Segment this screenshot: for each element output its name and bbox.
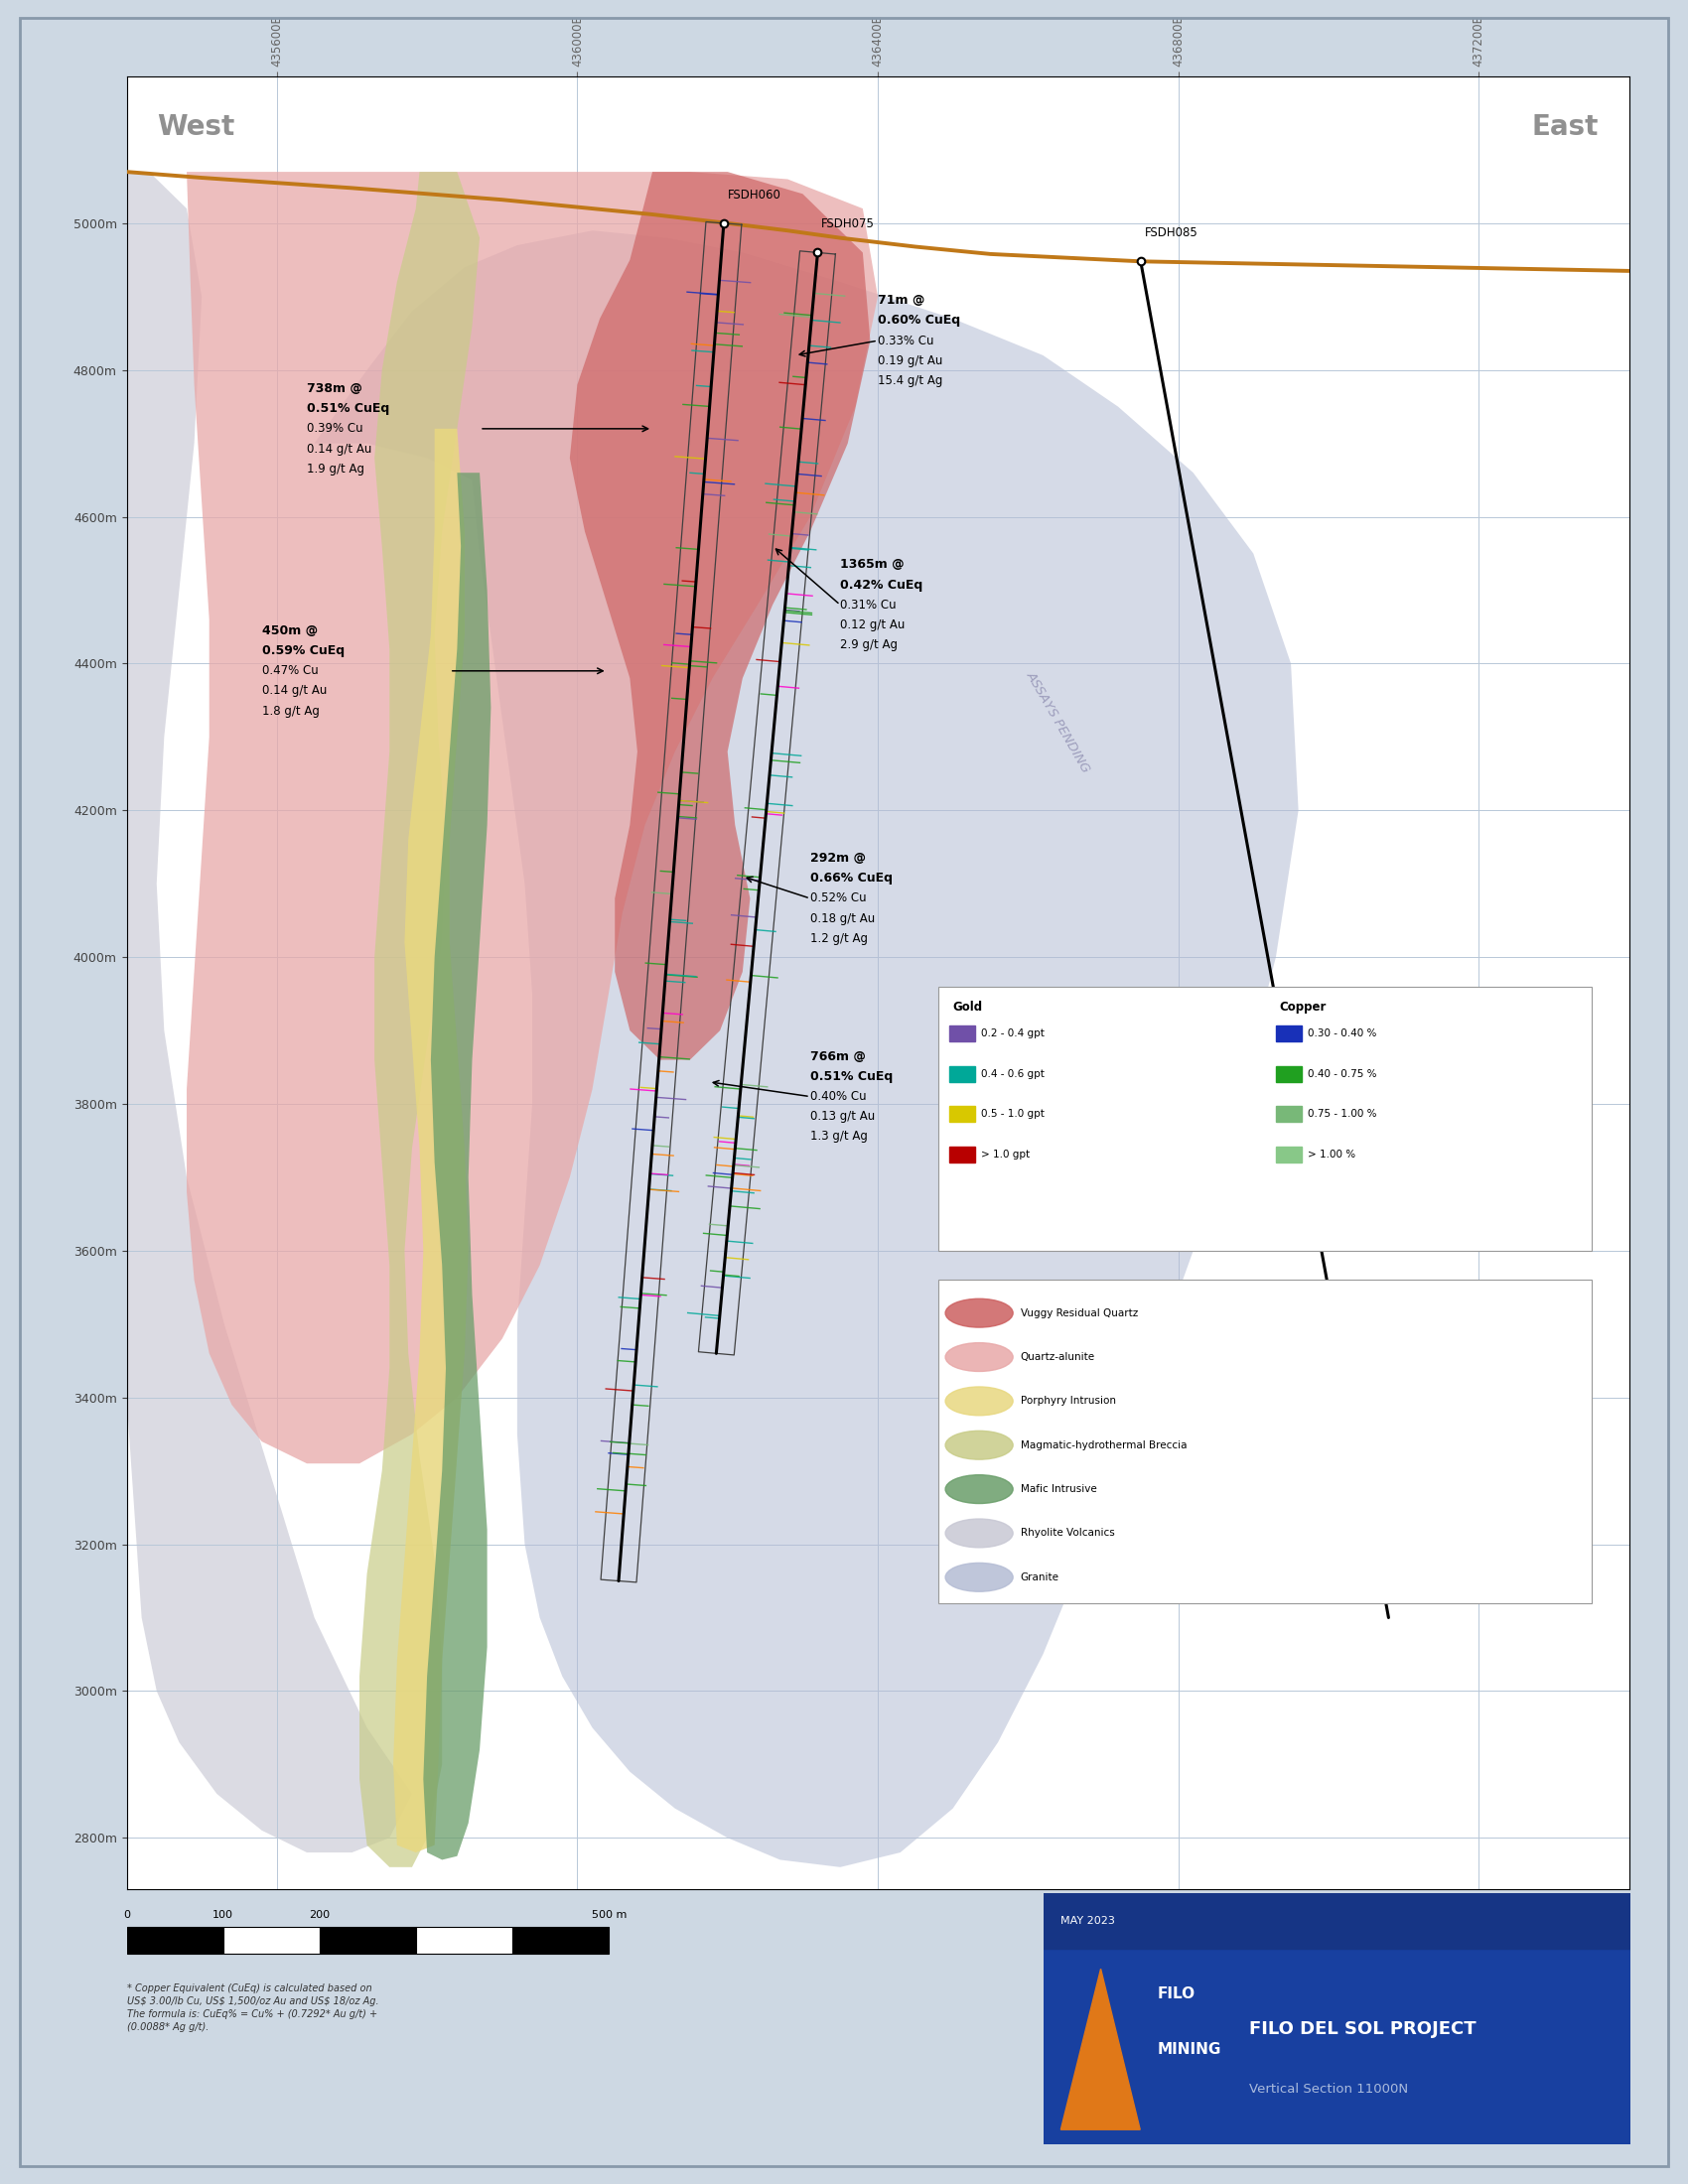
Ellipse shape [945,1518,1013,1548]
Polygon shape [393,428,468,1852]
Text: > 1.0 gpt: > 1.0 gpt [981,1149,1030,1160]
Text: 0.40 - 0.75 %: 0.40 - 0.75 % [1308,1068,1377,1079]
Text: 0.59% CuEq: 0.59% CuEq [262,644,344,657]
Text: 100: 100 [213,1911,233,1920]
Ellipse shape [945,1431,1013,1459]
Bar [949,1147,976,1162]
Bar [949,1105,976,1123]
Text: 1365m @: 1365m @ [841,559,905,572]
Text: > 1.00 %: > 1.00 % [1308,1149,1355,1160]
Text: MINING: MINING [1158,2042,1222,2057]
Bar [127,1926,223,1952]
Bar [949,1066,976,1081]
Text: FSDH060: FSDH060 [728,188,782,201]
Text: 0.33% Cu: 0.33% Cu [878,334,933,347]
Text: * Copper Equivalent (CuEq) is calculated based on
US$ 3.00/lb Cu, US$ 1,500/oz A: * Copper Equivalent (CuEq) is calculated… [127,1983,378,2033]
Text: 200: 200 [309,1911,329,1920]
FancyBboxPatch shape [939,1280,1592,1603]
Bar [223,1926,319,1952]
Text: 292m @: 292m @ [810,852,866,865]
Text: FILO DEL SOL PROJECT: FILO DEL SOL PROJECT [1249,2020,1475,2038]
Text: 71m @: 71m @ [878,295,925,308]
FancyBboxPatch shape [939,987,1592,1251]
Text: 766m @: 766m @ [810,1051,866,1064]
Text: 500 m: 500 m [591,1911,626,1920]
Text: 0.31% Cu: 0.31% Cu [841,598,896,612]
Text: 0.4 - 0.6 gpt: 0.4 - 0.6 gpt [981,1068,1045,1079]
Text: Vertical Section 11000N: Vertical Section 11000N [1249,2084,1408,2097]
Text: 2.9 g/t Ag: 2.9 g/t Ag [841,638,898,651]
Text: 15.4 g/t Ag: 15.4 g/t Ag [878,373,942,387]
Polygon shape [424,472,491,1861]
Polygon shape [571,173,871,1059]
Text: 0.12 g/t Au: 0.12 g/t Au [841,618,905,631]
Text: 0.52% Cu: 0.52% Cu [810,891,866,904]
Ellipse shape [945,1343,1013,1372]
Text: 0.75 - 1.00 %: 0.75 - 1.00 % [1308,1109,1377,1118]
Text: 0: 0 [123,1911,130,1920]
Text: Porphyry Intrusion: Porphyry Intrusion [1021,1396,1116,1406]
Polygon shape [1060,1970,1139,2129]
Text: Copper: Copper [1280,1000,1327,1013]
Text: 0.2 - 0.4 gpt: 0.2 - 0.4 gpt [981,1029,1045,1037]
Text: 0.66% CuEq: 0.66% CuEq [810,871,893,885]
Ellipse shape [945,1474,1013,1503]
Text: FSDH085: FSDH085 [1144,227,1198,240]
Polygon shape [127,173,412,1852]
Bar [1276,1147,1301,1162]
Bar [949,1024,976,1042]
Text: 0.51% CuEq: 0.51% CuEq [810,1070,893,1083]
Text: 0.40% Cu: 0.40% Cu [810,1090,866,1103]
Text: East: East [1533,114,1599,142]
Text: 0.13 g/t Au: 0.13 g/t Au [810,1109,874,1123]
Text: 1.3 g/t Ag: 1.3 g/t Ag [810,1129,868,1142]
Text: 0.14 g/t Au: 0.14 g/t Au [262,684,327,697]
Text: 0.18 g/t Au: 0.18 g/t Au [810,913,874,924]
Text: Rhyolite Volcanics: Rhyolite Volcanics [1021,1529,1114,1538]
FancyBboxPatch shape [1043,1894,1631,1948]
Bar [1276,1105,1301,1123]
Polygon shape [187,173,878,1463]
Text: 1.9 g/t Ag: 1.9 g/t Ag [307,463,365,476]
Text: West: West [157,114,235,142]
Text: 0.5 - 1.0 gpt: 0.5 - 1.0 gpt [981,1109,1045,1118]
Text: 0.14 g/t Au: 0.14 g/t Au [307,443,371,454]
Text: 0.30 - 0.40 %: 0.30 - 0.40 % [1308,1029,1377,1037]
Text: 0.42% CuEq: 0.42% CuEq [841,579,923,592]
Text: Vuggy Residual Quartz: Vuggy Residual Quartz [1021,1308,1138,1317]
Bar [513,1926,609,1952]
Text: FSDH075: FSDH075 [822,218,874,232]
Text: 0.19 g/t Au: 0.19 g/t Au [878,354,942,367]
Text: 1.8 g/t Ag: 1.8 g/t Ag [262,705,319,716]
Text: Gold: Gold [952,1000,982,1013]
Text: Magmatic-hydrothermal Breccia: Magmatic-hydrothermal Breccia [1021,1439,1187,1450]
Text: 0.47% Cu: 0.47% Cu [262,664,317,677]
Ellipse shape [945,1299,1013,1328]
FancyBboxPatch shape [1043,1894,1631,2145]
Text: 0.51% CuEq: 0.51% CuEq [307,402,390,415]
Text: Granite: Granite [1021,1572,1058,1581]
Text: Mafic Intrusive: Mafic Intrusive [1021,1485,1097,1494]
Bar [1276,1066,1301,1081]
Text: ASSAYS PENDING: ASSAYS PENDING [1023,668,1092,775]
Text: 738m @: 738m @ [307,382,363,395]
Polygon shape [314,232,1298,1867]
Text: Quartz-alunite: Quartz-alunite [1021,1352,1096,1363]
Bar [415,1926,513,1952]
Text: 0.60% CuEq: 0.60% CuEq [878,314,960,328]
Text: 450m @: 450m @ [262,625,317,638]
Text: 1.2 g/t Ag: 1.2 g/t Ag [810,933,868,946]
Text: MAY 2023: MAY 2023 [1060,1915,1116,1926]
Text: FILO: FILO [1158,1987,1195,2001]
Bar [1276,1024,1301,1042]
Bar [319,1926,415,1952]
Text: 0.39% Cu: 0.39% Cu [307,422,363,435]
Ellipse shape [945,1564,1013,1592]
Ellipse shape [945,1387,1013,1415]
Polygon shape [360,173,479,1867]
